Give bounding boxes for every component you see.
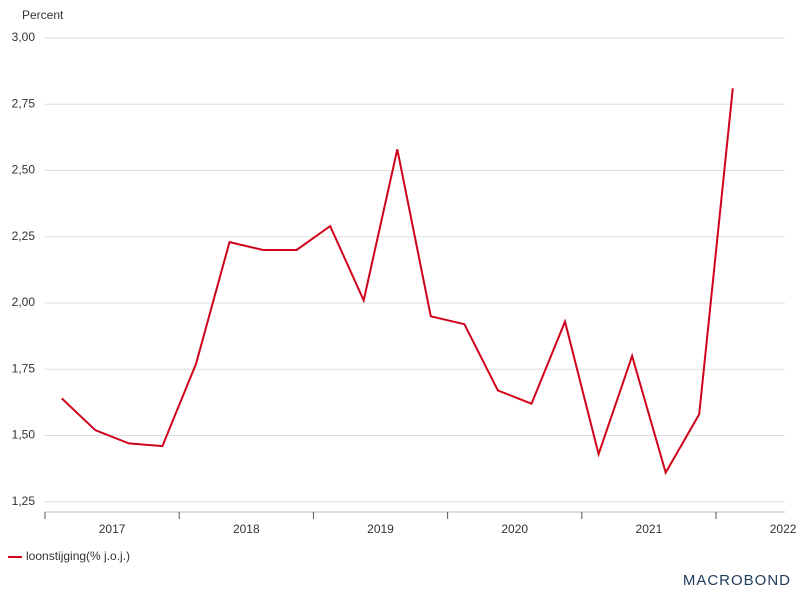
x-tick-label: 2019 xyxy=(367,522,394,536)
y-tick-label: 3,00 xyxy=(12,30,36,44)
x-tick-label: 2022 xyxy=(770,522,797,536)
y-tick-label: 1,75 xyxy=(12,361,36,375)
y-axis-label: Percent xyxy=(22,8,64,22)
x-tick-label: 2020 xyxy=(501,522,528,536)
legend-label: loonstijging(% j.o.j.) xyxy=(26,549,130,563)
source-logo: MACROBOND xyxy=(683,572,791,589)
y-tick-label: 2,75 xyxy=(12,96,36,110)
y-tick-label: 2,25 xyxy=(12,229,36,243)
x-tick-label: 2018 xyxy=(233,522,260,536)
data-line xyxy=(61,88,734,476)
y-tick-label: 1,25 xyxy=(12,494,36,508)
y-tick-label: 1,50 xyxy=(12,428,36,442)
x-tick-label: 2021 xyxy=(636,522,663,536)
y-tick-label: 2,00 xyxy=(12,295,36,309)
x-tick-label: 2017 xyxy=(99,522,126,536)
y-tick-label: 2,50 xyxy=(12,163,36,177)
